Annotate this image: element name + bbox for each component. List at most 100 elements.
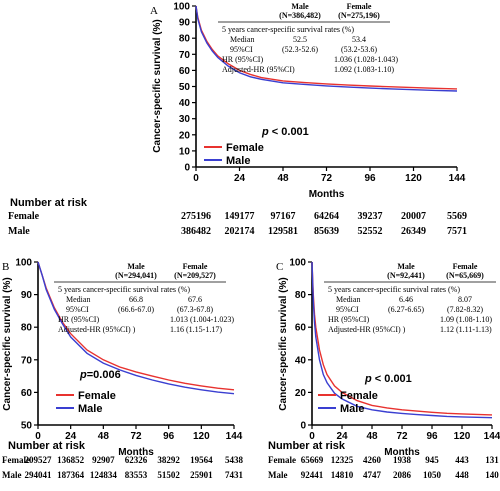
chart-panel-B: B 50 60 70 80 90 100 0 24 48 72 96 120 144 Months Cance… (2, 258, 244, 481)
legend-label-female: Female (226, 142, 264, 154)
legend-label-female: Female (78, 390, 116, 402)
y-tick-label: 30 (179, 114, 191, 125)
risk-value: 85639 (314, 226, 339, 237)
annotation-row-label: Median (336, 295, 360, 304)
adjusted-hr-value: 1.092 (1.083-1.10) (334, 65, 394, 74)
y-axis-title: Cancer-specific survival (%) (278, 277, 289, 410)
risk-value: 83553 (125, 470, 148, 480)
annotation-male-value: (6.27-6.65) (388, 305, 424, 314)
x-tick-label: 0 (309, 431, 315, 442)
panel-label: C (276, 261, 283, 273)
y-tick-label: 80 (295, 290, 307, 301)
panel-label: A (150, 5, 158, 17)
annotation-male-value: 66.8 (129, 295, 143, 304)
y-tick-label: 90 (179, 18, 191, 29)
series-line-male (195, 5, 458, 92)
p-value-text: < 0.001 (269, 126, 309, 138)
adjusted-hr-label: Adjusted-HR (95%CI) ) (58, 325, 136, 334)
p-value: p < 0.001 (261, 126, 309, 138)
y-tick-label: 70 (179, 50, 191, 61)
y-tick-label: 100 (173, 2, 190, 13)
annotation-female-value: 53.4 (352, 35, 366, 44)
y-tick-label: 90 (21, 290, 33, 301)
annotation-row-label: Median (230, 35, 254, 44)
y-tick-label: 100 (289, 258, 306, 269)
risk-value: 275196 (181, 211, 211, 222)
risk-value: 20007 (401, 211, 426, 222)
y-tick-label: 60 (21, 388, 33, 399)
stats-annotation: Male(N=92,441) Female(N=65,669) 5 years ca… (324, 262, 496, 334)
risk-value: 5438 (225, 455, 244, 465)
x-tick-label: 72 (130, 431, 142, 442)
risk-value: 209527 (25, 455, 53, 465)
male-header: Male (291, 2, 309, 11)
hr-label: HR (95%CI) (58, 315, 99, 324)
risk-value: 187364 (57, 470, 85, 480)
risk-value: 1938 (393, 455, 412, 465)
annotation-male-value: (66.6-67.0) (118, 305, 154, 314)
series-line-female (311, 261, 493, 416)
x-tick-label: 24 (234, 173, 246, 184)
y-tick-label: 50 (21, 421, 33, 432)
annotation-male-value: 6.46 (399, 295, 413, 304)
annotation-row-label: Median (66, 295, 90, 304)
y-tick-label: 40 (295, 355, 307, 366)
risk-row-label-female: Female (2, 455, 30, 465)
x-tick-label: 120 (193, 431, 210, 442)
y-tick-label: 0 (184, 163, 190, 174)
risk-value: 136852 (57, 455, 85, 465)
y-tick-label: 80 (179, 34, 191, 45)
risk-table: Number at risk Female 65669 12325 4260 1938 94… (268, 440, 499, 480)
x-tick-label: 24 (336, 431, 348, 442)
risk-value: 124834 (90, 470, 118, 480)
male-n: (N=294,041) (115, 271, 157, 280)
y-tick-label: 100 (15, 258, 32, 269)
chart-panel-A: A 0 10 20 30 40 50 60 70 80 90 100 0 24 48 72 96 120 144 Mo… (8, 2, 467, 238)
x-tick-label: 120 (405, 173, 422, 184)
hr-label: HR (95%CI) (222, 55, 263, 64)
risk-value: 140 (485, 470, 499, 480)
p-value-text: =0.006 (87, 369, 121, 381)
y-tick-label: 80 (21, 323, 33, 334)
series-line-male (37, 261, 235, 395)
risk-value: 97167 (271, 211, 296, 222)
male-header: Male (127, 262, 145, 271)
risk-value: 202174 (225, 226, 255, 237)
annotation-row-label: 95%CI (336, 305, 359, 314)
male-n: (N=386,482) (279, 11, 321, 20)
adjusted-hr-value: 1.16 (1.15-1.17) (170, 325, 222, 334)
y-tick-label: 20 (179, 130, 191, 141)
risk-value: 19564 (190, 455, 213, 465)
x-tick-label: 0 (193, 173, 199, 184)
risk-value: 38292 (157, 455, 180, 465)
female-header: Female (183, 262, 208, 271)
hr-value: 1.09 (1.08-1.10) (440, 315, 492, 324)
female-n: (N=65,669) (446, 271, 484, 280)
y-tick-label: 40 (179, 98, 191, 109)
risk-value: 7571 (447, 226, 467, 237)
risk-value: 25901 (190, 470, 213, 480)
risk-value: 4260 (363, 455, 382, 465)
adjusted-hr-value: 1.12 (1.11-1.13) (440, 325, 492, 334)
y-tick-label: 70 (21, 355, 33, 366)
p-symbol: p (364, 373, 372, 385)
risk-row-label-female: Female (268, 455, 296, 465)
x-tick-label: 48 (98, 431, 110, 442)
stats-annotation: Male(N=294,041) Female(N=209,527) 5 years … (54, 262, 234, 334)
risk-value: 448 (455, 470, 469, 480)
risk-value: 294041 (25, 470, 53, 480)
x-tick-label: 72 (321, 173, 333, 184)
risk-value: 443 (455, 455, 469, 465)
risk-value: 1050 (423, 470, 442, 480)
hr-value: 1.036 (1.028-1.043) (334, 55, 398, 64)
legend-label-male: Male (340, 403, 364, 415)
female-n: (N=275,196) (338, 11, 380, 20)
female-n: (N=209,527) (174, 271, 216, 280)
risk-value: 12325 (331, 455, 354, 465)
risk-value: 26349 (401, 226, 426, 237)
